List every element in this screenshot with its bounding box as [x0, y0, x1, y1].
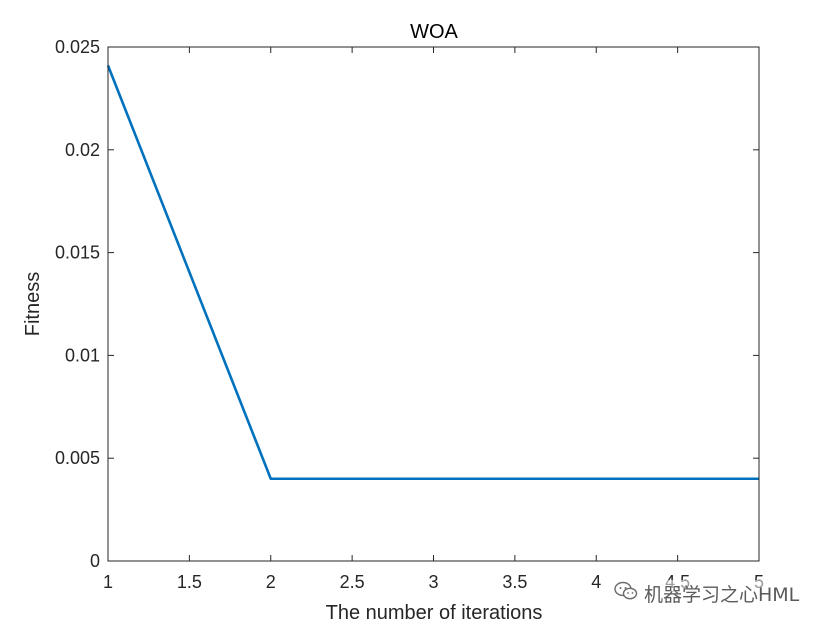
y-tick-label: 0	[90, 551, 100, 571]
plot-frame	[107, 46, 760, 562]
y-tick-label: 0.015	[55, 243, 100, 263]
x-tick-label: 3	[428, 572, 438, 592]
wechat-icon	[614, 581, 638, 606]
y-axis-label: Fitness	[22, 272, 44, 336]
y-tick-label: 0.025	[55, 37, 100, 57]
series-line	[106, 65, 759, 481]
watermark: 机器学习之心HML	[614, 580, 800, 607]
x-tick-label: 4	[591, 572, 601, 592]
y-tick-label: 0.02	[65, 140, 100, 160]
chart-title: WOA	[410, 21, 458, 43]
y-tick-label: 0.005	[55, 448, 100, 468]
x-tick-label: 3.5	[502, 572, 527, 592]
x-tick-label: 2	[266, 572, 276, 592]
x-tick-label: 1.5	[177, 572, 202, 592]
plot-area	[108, 47, 759, 561]
x-tick-label: 2.5	[340, 572, 365, 592]
y-axis-ticks: 0 0.005 0.01 0.015 0.02 0.025	[55, 37, 759, 571]
series-group	[106, 65, 759, 481]
y-tick-label: 0.01	[65, 345, 100, 365]
watermark-text: 机器学习之心HML	[644, 584, 800, 606]
x-axis-label: The number of iterations	[326, 602, 543, 624]
x-tick-label: 1	[103, 572, 113, 592]
